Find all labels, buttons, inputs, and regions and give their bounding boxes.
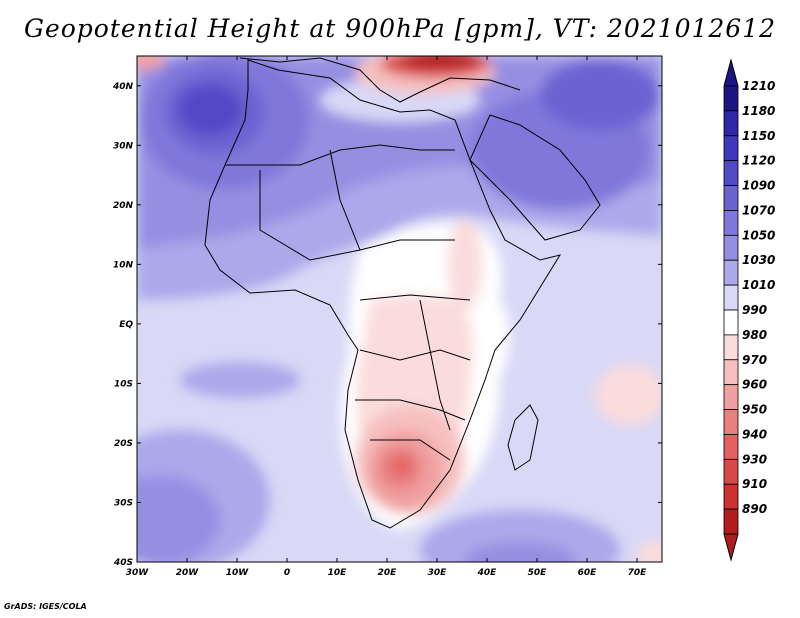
colorbar-label: 910 (742, 477, 767, 491)
colorbar-swatch (723, 259, 739, 286)
y-tick-label: 30N (113, 141, 134, 151)
axis-ticks: 30W 20W 10W 0 10E 20E 30E 40E 50E 60E 70E 40N 30N 20N… (112, 56, 662, 578)
colorbar: 1210 1180 1150 1120 1090 1070 1050 1030 1010 990 9… (723, 58, 775, 562)
grads-credit: GrADS: IGES/COLA (4, 602, 87, 611)
colorbar-label: 940 (742, 427, 767, 441)
colorbar-bottom-arrow (723, 533, 739, 562)
colorbar-swatch (723, 359, 739, 386)
y-tick-label: 20S (114, 439, 133, 449)
colorbar-swatch (723, 384, 739, 410)
x-tick-label: 30E (428, 568, 448, 578)
x-tick-label: 60E (578, 568, 598, 578)
colorbar-label: 1120 (742, 154, 775, 168)
y-tick-label: 40N (112, 82, 134, 92)
colorbar-swatch (723, 309, 739, 336)
x-tick-label: 30W (126, 568, 150, 578)
colorbar-swatch (723, 409, 739, 435)
colorbar-swatch (723, 234, 739, 261)
y-tick-label: 20N (113, 201, 134, 211)
colorbar-label: 1180 (742, 104, 775, 118)
colorbar-swatch (723, 160, 739, 186)
y-tick-label: 40S (113, 558, 133, 568)
x-tick-label: 20W (176, 568, 200, 578)
x-tick-label: 10W (226, 568, 250, 578)
colorbar-label: 1210 (742, 79, 775, 93)
coastlines (204, 57, 601, 529)
colorbar-label: 960 (742, 378, 767, 392)
x-tick-label: 50E (528, 568, 548, 578)
colorbar-label: 950 (742, 403, 767, 417)
colorbar-label: 890 (742, 502, 767, 516)
height-field (137, 56, 662, 562)
colorbar-top-arrow (723, 58, 739, 87)
colorbar-label: 1010 (742, 278, 775, 292)
y-tick-label: 10N (113, 260, 134, 270)
colorbar-swatch (723, 135, 739, 162)
x-tick-label: 70E (628, 568, 648, 578)
colorbar-label: 1090 (742, 179, 775, 193)
x-tick-label: 40E (477, 568, 498, 578)
x-tick-label: 10E (328, 568, 348, 578)
colorbar-label: 1030 (742, 253, 775, 267)
colorbar-label: 1050 (742, 228, 775, 242)
y-tick-label: 10S (114, 379, 133, 389)
colorbar-label: 1150 (742, 129, 775, 143)
colorbar-swatch (723, 185, 739, 211)
colorbar-swatch (723, 284, 739, 311)
colorbar-swatch (723, 110, 739, 137)
colorbar-swatch (723, 334, 739, 361)
plot-frame (136, 55, 663, 563)
colorbar-label: 990 (742, 303, 767, 317)
x-tick-label: 20E (378, 568, 398, 578)
colorbar-label: 1070 (742, 203, 775, 217)
y-tick-label: 30S (114, 498, 133, 508)
colorbar-swatch (723, 85, 739, 112)
colorbar-label: 930 (742, 452, 767, 466)
colorbar-swatch (723, 210, 739, 236)
colorbar-label: 980 (742, 328, 767, 342)
y-tick-label: EQ (119, 320, 133, 330)
colorbar-label: 970 (742, 353, 767, 367)
colorbar-swatch (723, 458, 739, 485)
colorbar-swatch (723, 508, 739, 535)
colorbar-swatch (723, 434, 739, 460)
map-title: Geopotential Height at 900hPa [gpm], VT:… (23, 14, 777, 43)
x-tick-label: 0 (284, 568, 290, 578)
colorbar-swatch (723, 483, 739, 510)
